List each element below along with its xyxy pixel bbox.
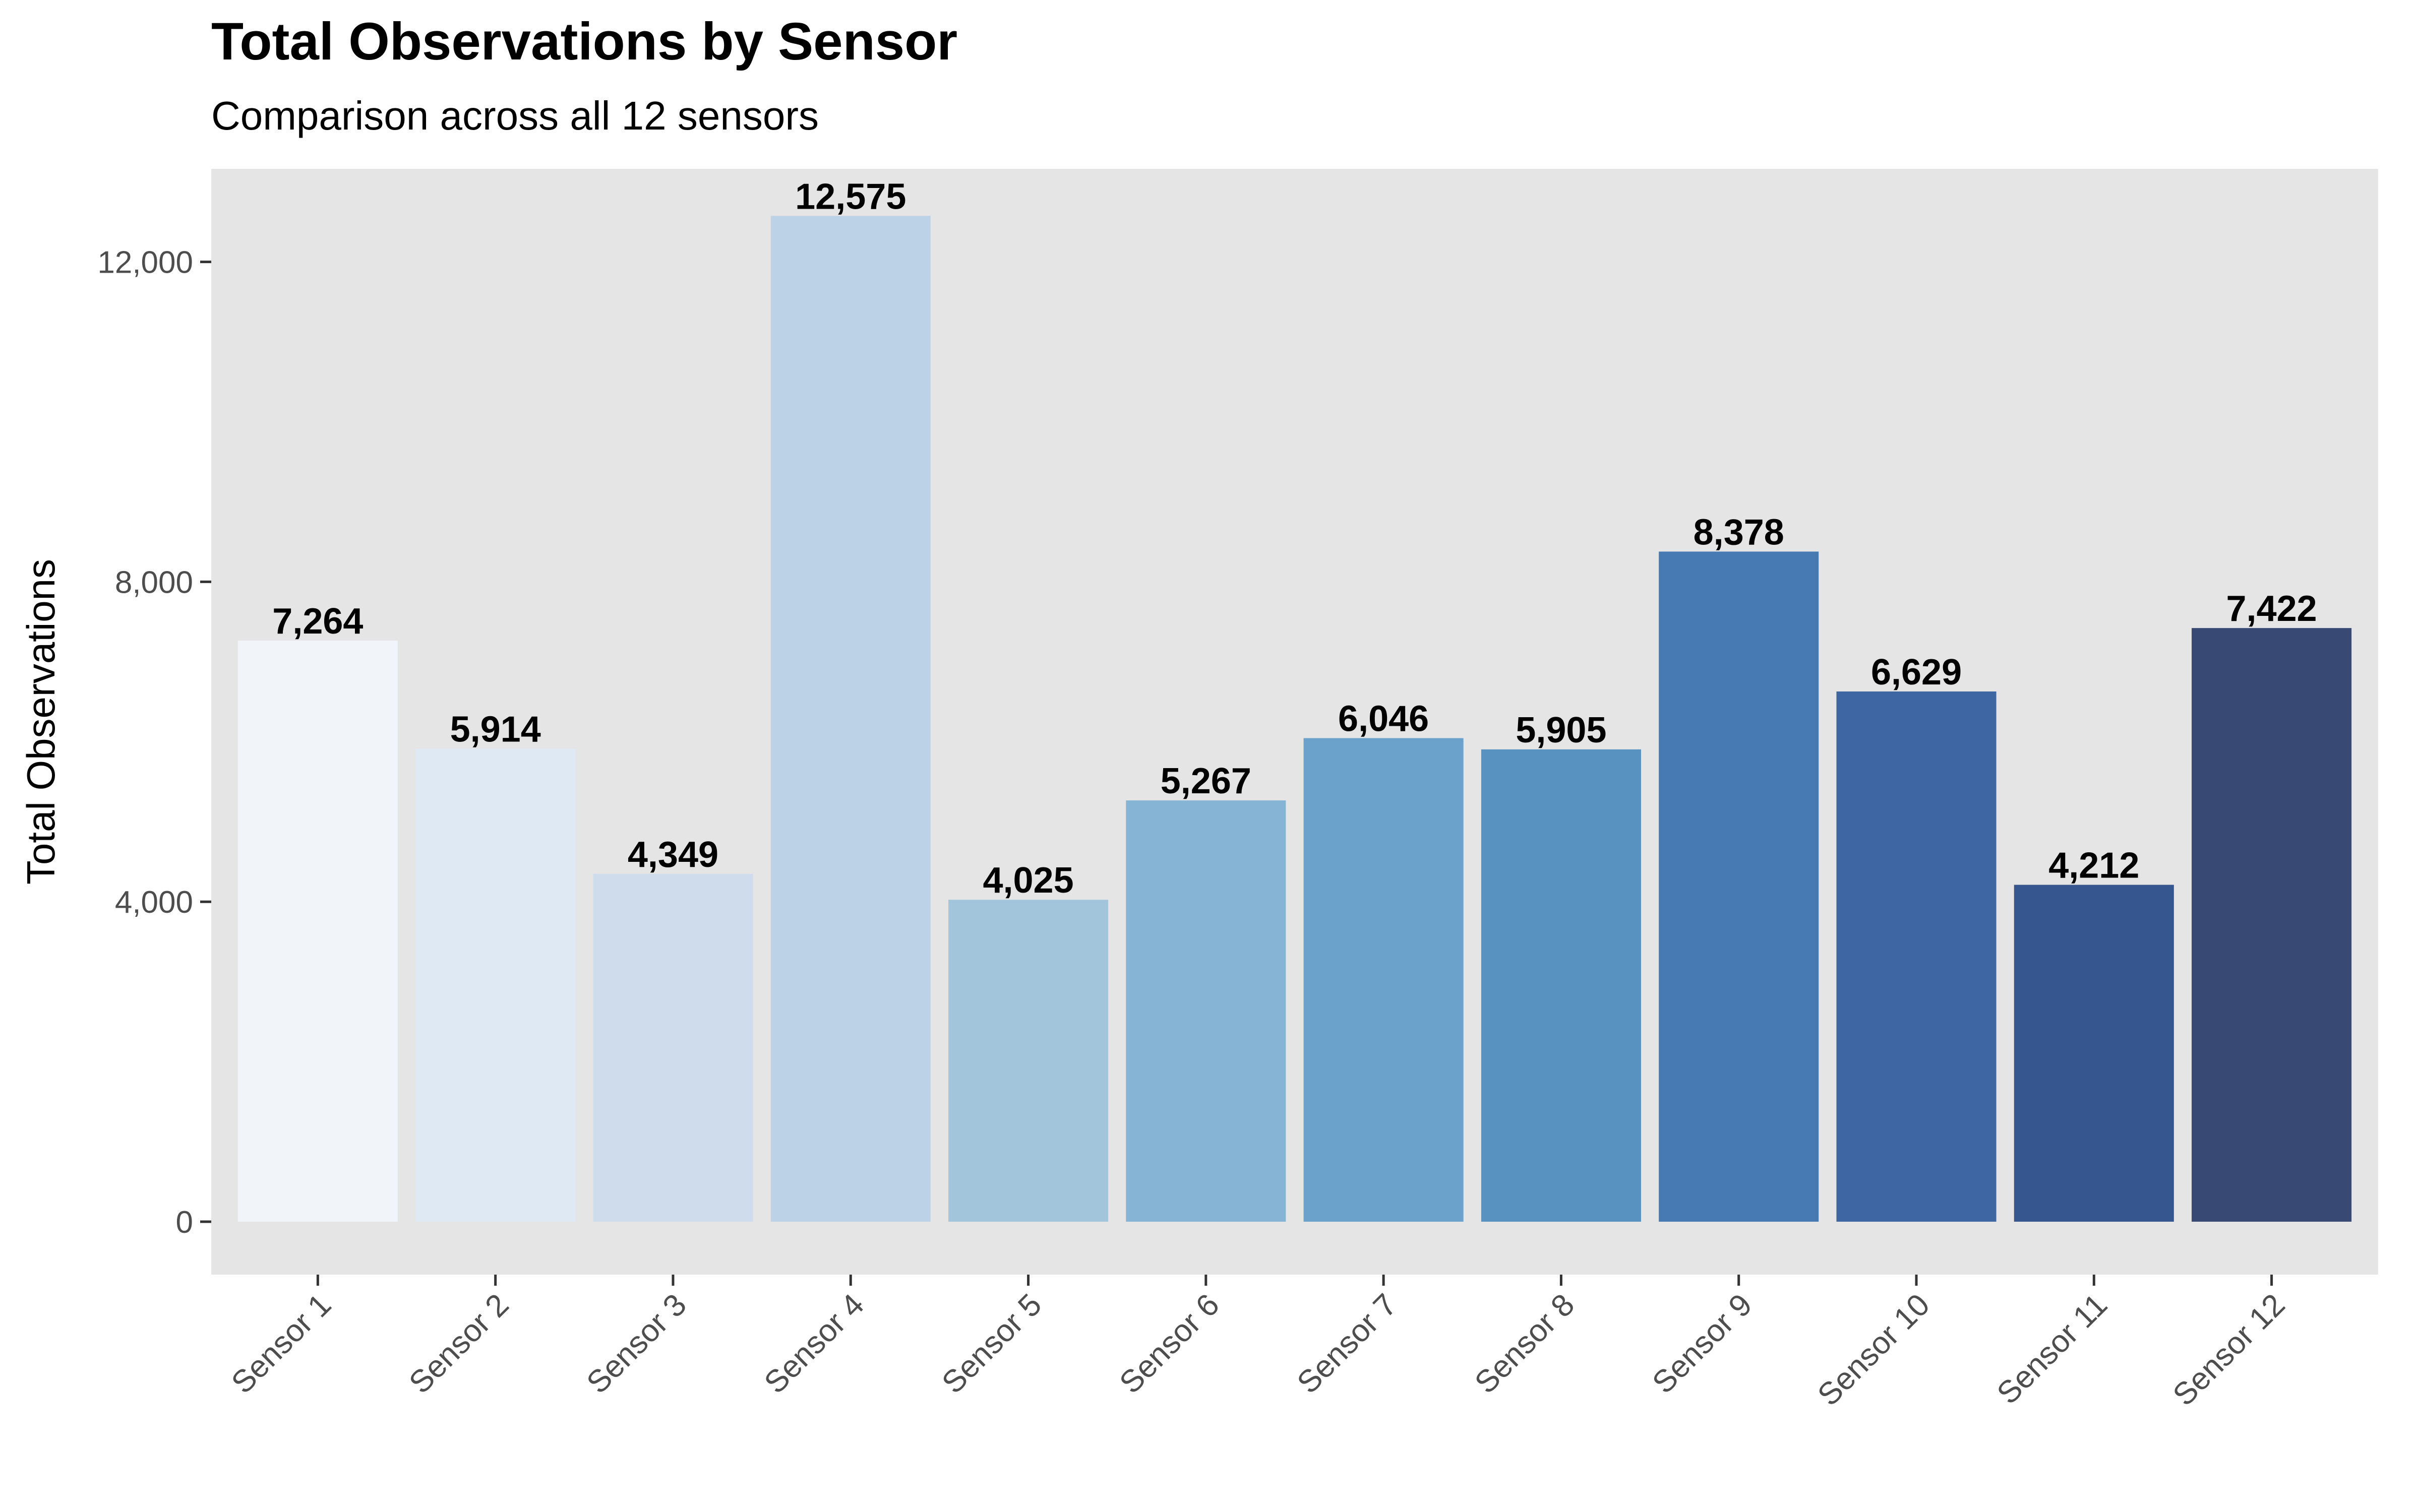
x-tick-label: Sensor 3	[580, 1287, 693, 1400]
bar-value-label: 4,025	[983, 860, 1073, 901]
bar-value-label: 4,349	[628, 835, 718, 875]
bar-2	[415, 748, 576, 1222]
bar-value-label: 5,267	[1161, 761, 1251, 801]
bar-8	[1481, 749, 1641, 1222]
bar-4	[770, 216, 931, 1222]
x-tick-label: Sensor 8	[1468, 1287, 1581, 1400]
chart-title: Total Observations by Sensor	[211, 12, 957, 71]
x-tick-label: Sensor 1	[225, 1287, 338, 1400]
x-tick-label: Sensor 6	[1113, 1287, 1226, 1400]
bar-11	[2014, 885, 2174, 1222]
x-tick-label: Sensor 12	[2166, 1287, 2292, 1413]
x-tick-label: Sensor 5	[935, 1287, 1048, 1400]
y-tick-label: 0	[176, 1205, 193, 1240]
bar-9	[1659, 551, 1819, 1222]
bar-12	[2192, 628, 2352, 1222]
bar-value-label: 5,914	[450, 709, 541, 749]
bar-value-label: 6,046	[1338, 699, 1429, 739]
bar-1	[237, 641, 398, 1222]
bar-10	[1836, 691, 1996, 1222]
bar-value-label: 5,905	[1516, 710, 1606, 750]
x-axis: Sensor 1 Sensor 2 Sensor 3 Sensor 4 Sensor 5…	[225, 1275, 2292, 1413]
bar-labels: 7,264 5,914 4,349 12,575 4,025 5,267 6,046 5,90…	[272, 176, 2317, 901]
y-tick-label: 4,000	[115, 885, 193, 920]
bar-value-label: 7,264	[272, 601, 363, 642]
bar-value-label: 6,629	[1871, 652, 1962, 692]
x-tick-label: Sensor 11	[1990, 1287, 2114, 1411]
bar-5	[948, 900, 1109, 1222]
y-axis-title: Total Observations	[19, 559, 63, 885]
x-tick-label: Sensor 4	[758, 1287, 871, 1400]
bar-3	[593, 873, 753, 1222]
x-tick-label: Sensor 9	[1646, 1287, 1759, 1400]
x-tick-label: Sensor 2	[402, 1287, 515, 1400]
bar-7	[1303, 738, 1464, 1222]
bar-6	[1126, 800, 1286, 1222]
y-tick-label: 8,000	[115, 565, 193, 600]
y-tick-label: 12,000	[97, 245, 193, 280]
bar-value-label: 12,575	[795, 176, 906, 217]
x-tick-label: Sensor 7	[1291, 1287, 1404, 1400]
bars	[237, 216, 2352, 1222]
x-tick-label: Sensor 10	[1811, 1287, 1937, 1413]
bar-value-label: 7,422	[2226, 589, 2317, 629]
bar-value-label: 4,212	[2048, 846, 2139, 886]
y-axis: 0 4,000 8,000 12,000	[97, 245, 211, 1240]
chart-subtitle: Comparison across all 12 sensors	[211, 93, 819, 138]
bar-value-label: 8,378	[1693, 512, 1784, 552]
